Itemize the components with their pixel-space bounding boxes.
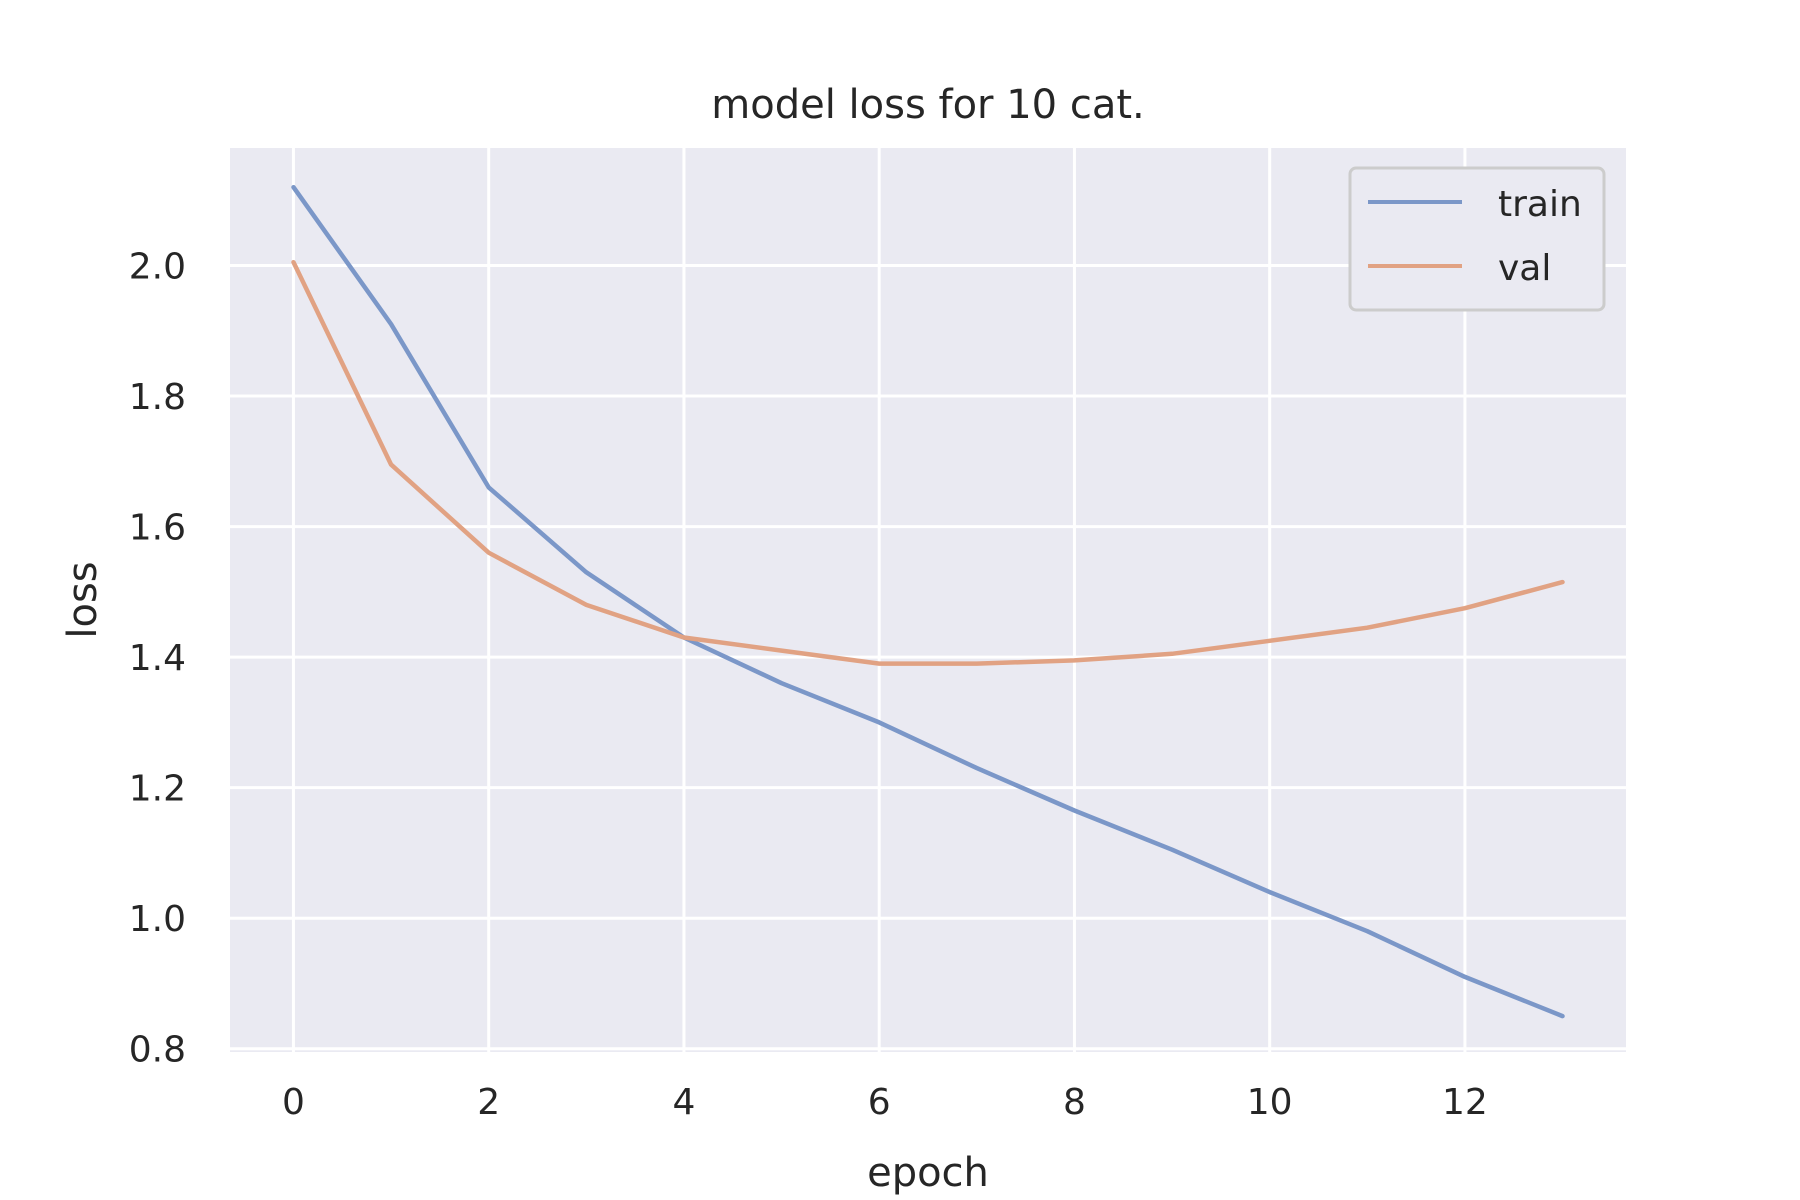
y-tick-label: 2.0 bbox=[129, 246, 186, 287]
series-line-val bbox=[291, 259, 1565, 666]
y-tick-label: 1.0 bbox=[129, 899, 186, 940]
legend-label-val: val bbox=[1498, 248, 1551, 289]
series-lines bbox=[291, 184, 1565, 1019]
chart-title: model loss for 10 cat. bbox=[711, 82, 1144, 128]
x-tick-label: 2 bbox=[477, 1082, 500, 1123]
x-tick-label: 0 bbox=[282, 1082, 305, 1123]
legend-label-train: train bbox=[1498, 184, 1582, 225]
x-tick-label: 8 bbox=[1063, 1082, 1086, 1123]
y-tick-label: 1.8 bbox=[129, 377, 186, 418]
x-tick-label: 4 bbox=[672, 1082, 695, 1123]
y-tick-label: 0.8 bbox=[129, 1030, 186, 1071]
legend: train val bbox=[1348, 166, 1606, 312]
x-tick-label: 6 bbox=[868, 1082, 891, 1123]
grid-lines bbox=[230, 148, 1626, 1052]
tick-labels: 0 2 4 6 8 10 12 0.8 1.0 1.2 1.4 1.6 1.8 2.0 bbox=[129, 246, 1488, 1123]
y-tick-label: 1.6 bbox=[129, 508, 186, 549]
y-tick-label: 1.2 bbox=[129, 769, 186, 810]
x-axis-label: epoch bbox=[867, 1150, 989, 1196]
series-line-train bbox=[291, 184, 1565, 1019]
y-axis-label: loss bbox=[60, 561, 106, 638]
x-tick-label: 10 bbox=[1247, 1082, 1293, 1123]
y-tick-label: 1.4 bbox=[129, 638, 186, 679]
x-tick-label: 12 bbox=[1442, 1082, 1488, 1123]
